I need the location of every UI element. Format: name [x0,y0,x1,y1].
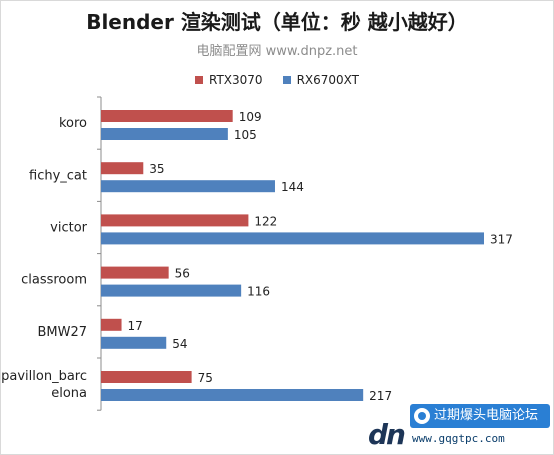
bar-rtx3070 [101,110,233,122]
data-label: 75 [198,371,213,385]
category-label: BMW27 [37,325,87,340]
category-label: victor [50,221,88,236]
legend-swatch-rx6700xt [282,76,291,84]
legend-label-rtx3070: RTX3070 [209,73,263,87]
legend-item-rx6700xt: RX6700XT [282,73,359,87]
bar-rx6700xt [101,128,228,140]
data-label: 17 [128,319,143,333]
bar-rtx3070 [101,162,144,175]
legend: RTX3070 RX6700XT [0,73,554,87]
data-label: 105 [234,128,257,142]
bar-rtx3070 [101,266,169,279]
data-label: 116 [247,285,270,299]
category-label-line: elona [51,386,87,401]
bar-rx6700xt [101,336,167,349]
bar-rx6700xt [101,284,242,297]
data-label: 122 [254,214,277,228]
data-label: 144 [281,180,304,194]
category-label-line: pavillon_barc [1,369,87,384]
bar-rtx3070 [101,371,192,383]
category-label: classroom [21,273,87,288]
bar-rtx3070 [101,318,122,331]
data-label: 109 [239,110,262,124]
watermark-banner-text: 过期爆头电脑论坛 [434,408,539,423]
bar-rx6700xt [101,232,484,245]
category-label: koro [59,116,87,131]
chart-subtitle: 电脑配置网 www.dnpz.net [196,44,358,59]
data-label: 35 [149,162,164,176]
data-label: 317 [490,232,513,246]
data-label: 56 [175,267,190,281]
forum-icon [414,408,430,424]
watermark-logo: dn [368,418,406,451]
watermark-banner: 过期爆头电脑论坛 [410,404,550,428]
watermark: dn 过期爆头电脑论坛 www.gqgtpc.com [368,400,552,452]
bar-rx6700xt [101,389,364,401]
bar-rtx3070 [101,214,249,227]
legend-item-rtx3070: RTX3070 [195,73,263,87]
data-label: 217 [369,389,392,403]
legend-swatch-rtx3070 [195,76,203,84]
bar-rx6700xt [101,180,275,193]
data-label: 54 [172,337,187,351]
legend-label-rx6700xt: RX6700XT [296,73,359,87]
category-label: fichy_cat [29,168,87,183]
chart-title: Blender 渲染测试（单位：秒 越小越好） [86,10,468,34]
watermark-url: www.gqgtpc.com [412,432,505,445]
